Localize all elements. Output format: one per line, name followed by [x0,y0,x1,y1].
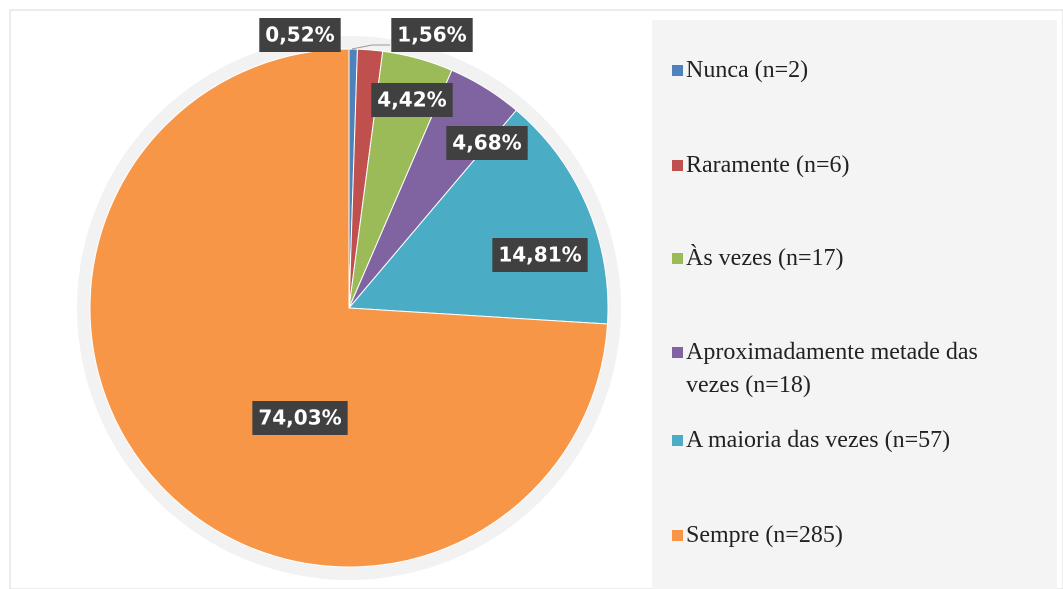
legend-label: A maioria das vezes (n=57) [686,427,951,453]
legend-swatch [672,530,683,541]
legend-swatch [672,160,683,171]
legend-swatch [672,347,683,358]
data-label-text: 4,68% [452,131,521,155]
data-label: 0,52% [259,18,341,52]
frame [9,9,1063,589]
legend-label: Aproximadamente metade das vezes (n=18) [686,339,978,398]
data-label: 14,81% [492,238,588,272]
data-label: 4,42% [371,83,453,117]
data-label-box [252,401,348,435]
pie-slice [89,48,609,568]
data-label-text: 1,56% [397,23,466,47]
data-label: 4,68% [446,126,528,160]
legend-label: Sempre (n=285) [686,522,843,548]
data-label-text: 14,81% [498,243,581,267]
legend-label: Às vezes (n=17) [686,245,844,271]
legend: Nunca (n=2) Raramente (n=6) Às vezes (n=17… [652,20,1057,589]
data-label-box [492,238,588,272]
data-label-text: 0,52% [265,23,334,47]
data-label-box [371,83,453,117]
data-label-text: 4,42% [377,88,446,112]
legend-swatch [672,253,683,264]
data-label-box [446,126,528,160]
legend-label: Raramente (n=6) [686,152,850,178]
data-label-box [259,18,341,52]
leader-line [351,44,390,50]
data-label-text: 74,03% [258,406,341,430]
data-label: 74,03% [252,401,348,435]
data-label-box [391,18,473,52]
legend-swatch [672,65,683,76]
legend-swatch [672,435,683,446]
legend-label: Nunca (n=2) [686,57,809,83]
data-label: 1,56% [391,18,473,52]
